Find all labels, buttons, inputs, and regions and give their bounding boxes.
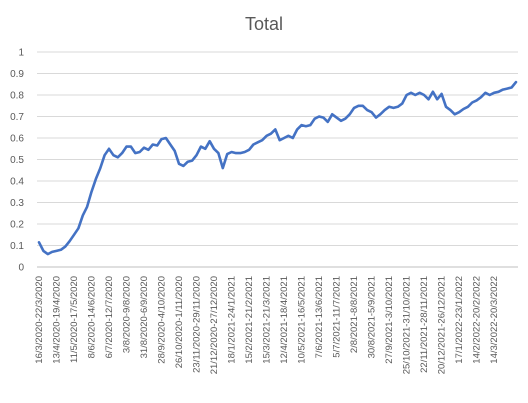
x-tick-label: 18/1/2021-24/1/2021 — [227, 276, 238, 364]
x-tick-label: 10/5/2021-16/5/2021 — [297, 276, 308, 364]
y-axis-ticks: 0 0.1 0.2 0.3 0.4 0.5 0.6 0.7 0.8 0.9 1 — [10, 48, 24, 274]
x-tick-label: 20/12/2021-26/12/2021 — [437, 276, 448, 374]
x-tick-label: 31/8/2020-6/9/2020 — [139, 276, 150, 358]
y-tick-label: 0.6 — [10, 134, 24, 145]
chart-title: Total — [245, 14, 283, 34]
y-tick-label: 0.9 — [10, 69, 24, 80]
x-tick-label: 23/11/2020-29/11/2020 — [192, 276, 203, 373]
x-tick-label: 16/3/2020-22/3/2020 — [34, 276, 45, 364]
x-axis-ticks: 16/3/2020-22/3/2020 13/4/2020-19/4/2020 11… — [34, 276, 500, 374]
x-tick-label: 14/3/2022-20/3/2022 — [489, 276, 500, 364]
x-tick-label: 5/7/2021-11/7/2021 — [332, 276, 343, 358]
x-tick-label: 3/8/2020-9/8/2020 — [122, 276, 133, 353]
y-tick-label: 0.7 — [10, 112, 24, 123]
x-tick-label: 28/9/2020-4/10/2020 — [157, 276, 168, 364]
x-tick-label: 25/10/2021-31/10/2021 — [402, 276, 413, 374]
x-tick-label: 30/8/2021-5/9/2021 — [367, 276, 378, 358]
x-tick-label: 14/2/2022-20/2/2022 — [472, 276, 483, 364]
x-tick-label: 8/6/2020-14/6/2020 — [87, 276, 98, 358]
x-tick-label: 26/10/2020-1/11/2020 — [174, 276, 185, 368]
x-tick-label: 2/8/2021-8/8/2021 — [349, 276, 360, 353]
x-tick-label: 7/6/2021-13/6/2021 — [314, 276, 325, 358]
y-tick-label: 0.3 — [10, 198, 24, 209]
x-tick-label: 12/4/2021-18/4/2021 — [279, 276, 290, 364]
y-tick-label: 0.8 — [10, 91, 24, 102]
y-tick-label: 0.4 — [10, 177, 24, 188]
x-tick-label: 15/3/2021-21/3/2021 — [262, 276, 273, 364]
y-tick-label: 0.2 — [10, 220, 24, 231]
x-tick-label: 22/11/2021-28/11/2021 — [419, 276, 430, 373]
series-line — [37, 80, 518, 256]
y-tick-label: 0 — [18, 263, 24, 274]
x-tick-label: 13/4/2020-19/4/2020 — [52, 276, 63, 364]
x-tick-label: 21/12/2020-27/12/2020 — [209, 276, 220, 374]
y-tick-label: 1 — [18, 48, 24, 59]
x-tick-label: 17/1/2022-23/1/2022 — [454, 276, 465, 364]
y-tick-label: 0.1 — [10, 241, 24, 252]
y-tick-label: 0.5 — [10, 155, 24, 166]
x-tick-label: 11/5/2020-17/5/2020 — [69, 276, 80, 363]
x-tick-label: 15/2/2021-21/2/2021 — [244, 276, 255, 364]
x-tick-label: 27/9/2021-3/10/2021 — [384, 276, 395, 364]
x-tick-label: 6/7/2020-12/7/2020 — [104, 276, 115, 358]
